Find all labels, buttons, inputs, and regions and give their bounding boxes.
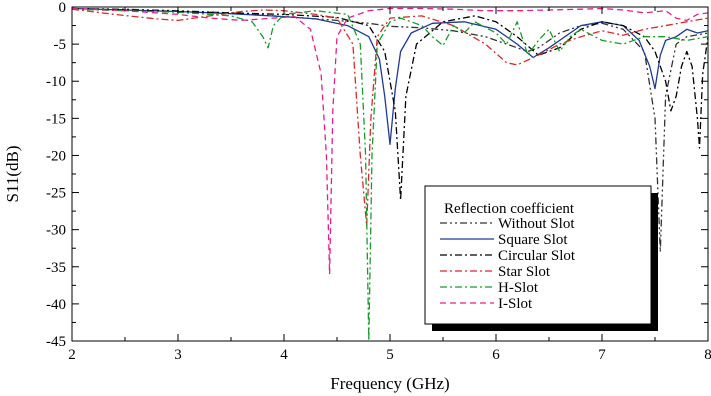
legend-label-5: I-Slot: [498, 296, 533, 312]
series-line-2: [71, 7, 709, 201]
x-tick-label: 2: [68, 347, 76, 363]
y-tick-label: -5: [54, 37, 67, 53]
series-line-3: [71, 8, 709, 227]
y-tick-label: -10: [46, 74, 66, 90]
y-tick-label: -20: [46, 148, 66, 164]
x-tick-label: 8: [704, 347, 711, 363]
x-tick-label: 4: [280, 347, 288, 363]
y-tick-label: -25: [46, 186, 66, 202]
y-tick-label: -15: [46, 111, 66, 127]
legend-label-3: Star Slot: [498, 264, 551, 280]
series-line-1: [71, 7, 709, 145]
y-tick-label: -40: [46, 297, 66, 313]
y-axis-label: S11(dB): [3, 146, 22, 203]
x-tick-label: 6: [492, 347, 500, 363]
axis-ticks: [71, 6, 709, 342]
x-tick-label: 7: [598, 347, 606, 363]
x-tick-label: 3: [174, 347, 182, 363]
legend-label-4: H-Slot: [498, 280, 539, 296]
legend-label-1: Square Slot: [498, 232, 568, 248]
x-axis-label: Frequency (GHz): [330, 374, 449, 393]
legend-box: [424, 185, 652, 325]
y-tick-label: -45: [46, 334, 66, 350]
tick-labels: 2 3 4 5 6 7 8 0 -5 -10 -15 -20 -25 -30 -35 -40 -45: [46, 0, 711, 363]
x-tick-label: 5: [386, 347, 394, 363]
legend: Reflection coefficient Without SlotSquar…: [424, 185, 658, 331]
y-tick-label: -35: [46, 260, 66, 276]
legend-title: Reflection coefficient: [444, 201, 575, 217]
series-line-4: [71, 8, 709, 342]
y-tick-label: -30: [46, 223, 66, 239]
y-tick-label: 0: [59, 0, 67, 16]
series-line-5: [71, 7, 709, 275]
legend-label-0: Without Slot: [498, 216, 575, 232]
series-curves: [71, 7, 709, 342]
legend-label-2: Circular Slot: [498, 248, 576, 264]
